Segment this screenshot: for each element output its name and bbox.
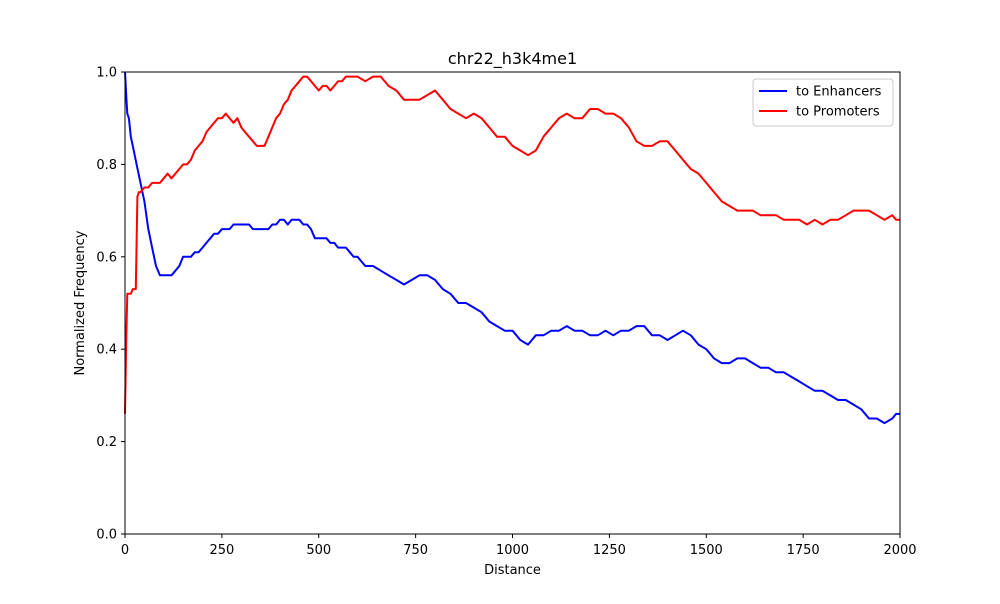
series-line-enhancers [124, 71, 900, 425]
y-tick-label: 0.4 [96, 343, 117, 358]
y-tick-label: 0.0 [96, 528, 117, 543]
y-axis-label: Normalized Frequency [73, 230, 88, 375]
legend-label-promoters: to Promoters [796, 105, 880, 120]
legend: to Enhancers to Promoters [752, 78, 894, 127]
x-axis-label: Distance [484, 563, 541, 578]
y-tick-label: 0.2 [96, 435, 117, 450]
y-tick-label: 0.8 [96, 158, 117, 173]
legend-box [752, 78, 894, 127]
x-tick-label: 1500 [690, 543, 723, 558]
x-axis-ticks: 0 250 500 750 1000 1250 1500 1750 2000 [121, 534, 917, 558]
y-axis-ticks: 0.0 0.2 0.4 0.6 0.8 1.0 [96, 66, 125, 543]
chart-title: chr22_h3k4me1 [448, 49, 577, 69]
x-tick-label: 250 [209, 543, 234, 558]
x-tick-label: 500 [306, 543, 331, 558]
y-tick-label: 0.6 [96, 250, 117, 265]
x-tick-label: 750 [403, 543, 428, 558]
legend-label-enhancers: to Enhancers [796, 85, 882, 100]
x-tick-label: 1250 [593, 543, 626, 558]
x-tick-label: 0 [121, 543, 129, 558]
x-tick-label: 2000 [883, 543, 916, 558]
y-tick-label: 1.0 [96, 66, 117, 81]
series-line-promoters [124, 75, 900, 414]
series-layer [124, 71, 900, 425]
x-tick-label: 1750 [787, 543, 820, 558]
x-tick-label: 1000 [496, 543, 529, 558]
